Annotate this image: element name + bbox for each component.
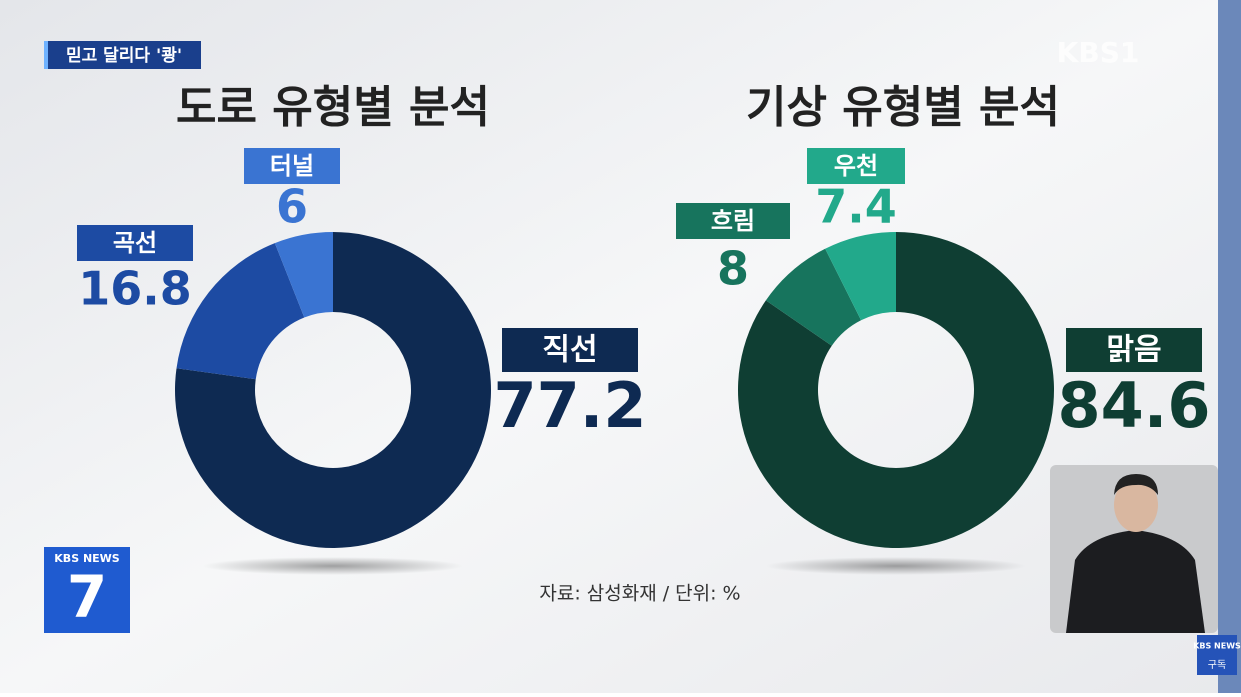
subscribe-badge[interactable] <box>1197 635 1237 675</box>
donut-slice <box>176 243 305 380</box>
label-box <box>502 328 638 372</box>
news-brand: KBS NEWS <box>54 552 120 565</box>
tag: 믿고 달리다 '쾅' <box>66 45 182 66</box>
interpreter-head <box>1114 478 1158 532</box>
slice-label: 우천 <box>834 152 878 180</box>
value-label: 6 <box>276 180 308 234</box>
donut-slice <box>738 232 1054 548</box>
interpreter-body <box>1066 530 1205 633</box>
value-label: 8 <box>717 242 749 296</box>
tag-box <box>44 41 201 69</box>
source-note: 자료: 삼성화재 / 단위: % <box>539 583 740 605</box>
donut-slice <box>274 232 333 318</box>
label-box <box>1066 328 1202 372</box>
shadow <box>766 557 1026 575</box>
slice-label: 흐림 <box>711 207 755 235</box>
label-box <box>807 148 905 184</box>
logo: KBS1 <box>1057 36 1140 69</box>
side-strip <box>1218 0 1241 693</box>
donut-slice <box>765 248 862 346</box>
subscribe-brand[interactable]: KBS NEWS <box>1193 642 1241 651</box>
chart-title: 도로 유형별 분석 <box>176 82 490 133</box>
value-label: 84.6 <box>1058 369 1211 442</box>
interpreter-hair <box>1114 474 1158 495</box>
tag-accent <box>44 41 48 69</box>
value-label: 16.8 <box>78 262 192 316</box>
slice-label: 곡선 <box>113 229 157 257</box>
value-label: 77.2 <box>494 369 647 442</box>
chart-title: 기상 유형별 분석 <box>746 82 1060 133</box>
news-number: 7 <box>67 563 107 631</box>
label-box <box>77 225 193 261</box>
slice-label: 터널 <box>270 152 314 180</box>
donut-slice <box>825 232 896 321</box>
slice-label: 직선 <box>542 333 597 368</box>
donut-slice <box>174 232 492 548</box>
label-box <box>244 148 340 184</box>
value-label: 7.4 <box>815 180 897 234</box>
label-box <box>676 203 790 239</box>
news-badge <box>44 547 130 633</box>
shadow <box>203 557 463 575</box>
subscribe-label[interactable]: 구독 <box>1208 659 1226 671</box>
slice-label: 맑음 <box>1106 333 1161 368</box>
